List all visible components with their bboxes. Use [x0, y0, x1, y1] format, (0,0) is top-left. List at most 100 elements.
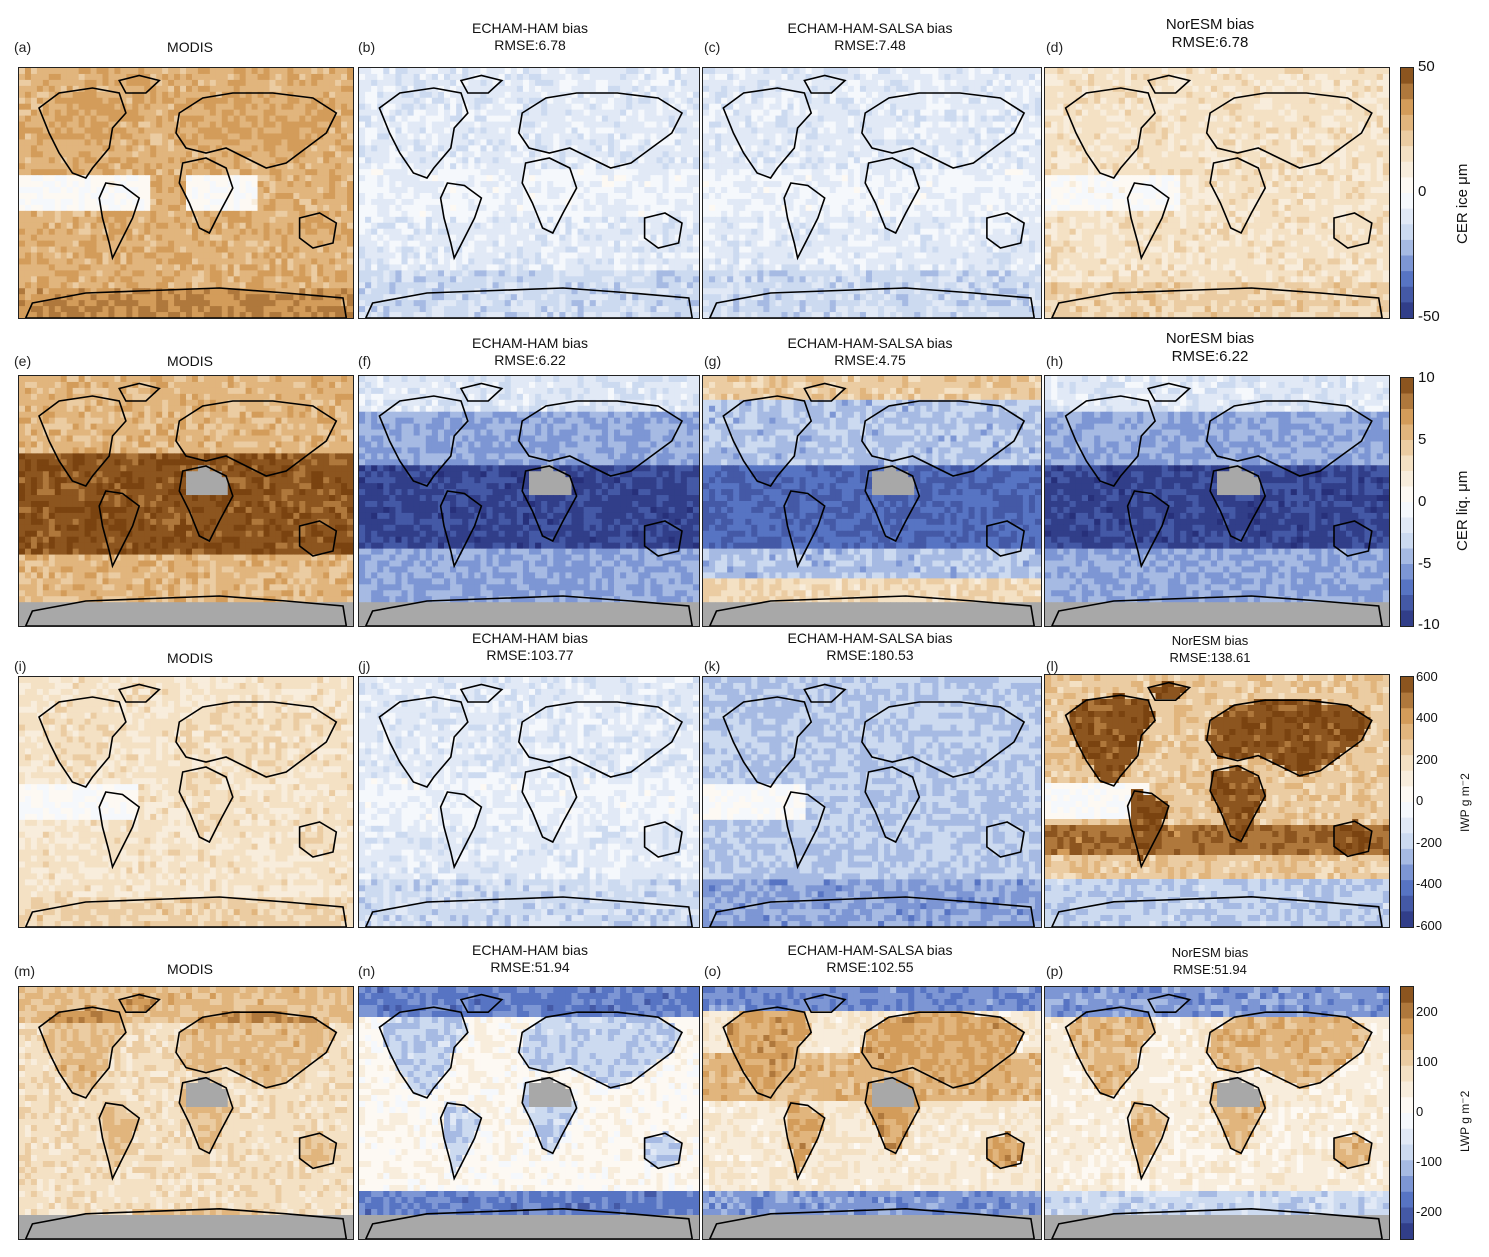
map-cell — [102, 204, 109, 212]
map-cell — [347, 246, 353, 254]
map-cell — [299, 127, 306, 134]
map-cell — [498, 127, 506, 134]
map-cell — [462, 175, 469, 182]
map-cell — [287, 312, 294, 318]
map-cell — [120, 252, 127, 259]
map-cell — [614, 109, 621, 117]
map-cell — [535, 103, 542, 111]
map-cell — [486, 91, 494, 99]
map-cell — [407, 306, 415, 313]
map-cell — [662, 151, 670, 158]
map-cell — [72, 306, 80, 313]
map-cell — [221, 258, 229, 265]
map-cell — [601, 181, 609, 188]
map-cell — [383, 294, 390, 301]
map-cell — [371, 139, 378, 146]
map-cell — [341, 228, 348, 236]
map-cell — [162, 222, 169, 230]
map-cell — [287, 198, 294, 206]
map-cell — [468, 246, 475, 254]
map-cell — [215, 187, 223, 194]
map-cell — [287, 121, 294, 129]
map-cell — [686, 264, 694, 271]
map-cell — [407, 85, 415, 93]
map-cell — [317, 139, 324, 146]
map-cell — [510, 210, 518, 218]
map-cell — [541, 97, 548, 105]
map-cell — [168, 312, 175, 318]
map-cell — [383, 210, 390, 218]
map-cell — [595, 306, 603, 313]
map-cell — [174, 85, 181, 93]
map-cell — [662, 193, 670, 200]
map-cell — [66, 306, 74, 313]
map-cell — [680, 306, 688, 313]
map-cell — [371, 103, 378, 111]
map-cell — [359, 73, 366, 81]
map-cell — [583, 127, 591, 134]
map-cell — [686, 115, 694, 123]
map-cell — [504, 68, 512, 75]
map-cell — [516, 97, 524, 105]
map-cell — [335, 145, 342, 152]
map-cell — [120, 204, 127, 212]
map-cell — [632, 85, 639, 93]
map-cell — [541, 127, 548, 134]
map-cell — [522, 91, 530, 99]
map-cell — [607, 139, 615, 146]
map-cell — [595, 240, 603, 248]
map-cell — [644, 234, 651, 242]
map-cell — [335, 288, 342, 295]
map-cell — [102, 198, 109, 206]
map-cell — [626, 210, 633, 218]
map-cell — [692, 276, 699, 283]
map-cell — [547, 169, 554, 176]
map-cell — [42, 282, 50, 289]
map-cell — [233, 216, 241, 224]
map-cell — [102, 109, 109, 117]
map-cell — [444, 216, 451, 224]
map-cell — [389, 121, 396, 129]
map-cell — [126, 97, 133, 105]
map-cell — [365, 306, 372, 313]
map-cell — [377, 282, 384, 289]
map-cell — [371, 198, 378, 206]
map-cell — [186, 216, 193, 224]
map-cell — [263, 210, 270, 218]
map-cell — [114, 204, 121, 212]
map-cell — [395, 109, 402, 117]
map-cell — [263, 103, 270, 111]
map-cell — [383, 169, 390, 176]
map-cell — [632, 216, 639, 224]
map-cell — [674, 228, 682, 236]
map-cell — [401, 133, 409, 140]
map-cell — [359, 169, 366, 176]
map-cell — [650, 79, 657, 87]
map-cell — [132, 163, 139, 170]
map-cell — [541, 115, 548, 123]
map-cell — [227, 300, 235, 307]
map-cell — [239, 294, 247, 301]
map-cell — [614, 133, 621, 140]
map-cell — [209, 306, 217, 313]
map-cell — [638, 216, 645, 224]
map-cell — [522, 133, 530, 140]
map-cell — [114, 133, 121, 140]
map-cell — [407, 73, 415, 81]
map-cell — [553, 276, 560, 283]
map-cell — [293, 282, 300, 289]
map-cell — [144, 246, 151, 254]
map-cell — [932, 91, 939, 99]
map-cell — [692, 210, 699, 218]
map-cell — [245, 139, 253, 146]
map-cell — [468, 216, 475, 224]
map-cell — [413, 109, 421, 117]
map-cell — [19, 276, 26, 283]
map-cell — [48, 264, 56, 271]
map-cell — [668, 127, 676, 134]
map-cell — [504, 198, 512, 206]
map-cell — [968, 68, 976, 75]
map-cell — [377, 97, 384, 105]
map-cell — [601, 139, 609, 146]
map-cell — [245, 127, 253, 134]
